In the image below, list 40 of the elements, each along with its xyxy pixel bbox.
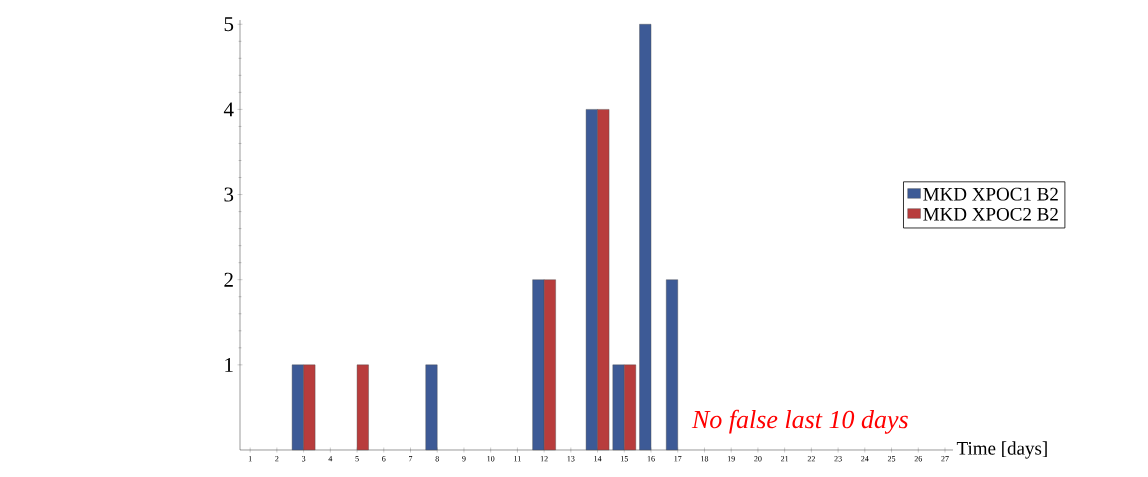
- y-tick-label: 2: [224, 272, 233, 287]
- x-tick-label: 22: [807, 456, 815, 462]
- bar: [639, 24, 652, 451]
- x-axis-title: Time [days]: [956, 441, 1047, 459]
- x-tick-label: 19: [727, 456, 735, 462]
- x-tick-label: 25: [887, 456, 896, 462]
- x-tick-label: 3: [301, 456, 306, 462]
- x-tick-label: 24: [861, 456, 869, 462]
- x-tick-label: 20: [754, 456, 762, 462]
- x-tick-label: 21: [780, 456, 789, 462]
- bar: [666, 279, 678, 451]
- x-tick-label: 5: [355, 456, 359, 462]
- x-tick-label: 2: [275, 456, 279, 462]
- x-tick-label: 14: [594, 456, 602, 462]
- x-tick-label: 8: [435, 456, 439, 462]
- x-tick-label: 4: [328, 456, 333, 462]
- x-tick-label: 9: [462, 456, 466, 462]
- x-tick-label: 10: [487, 456, 495, 462]
- bar: [425, 364, 438, 451]
- x-tick-label: 17: [674, 456, 682, 462]
- x-tick-label: 6: [382, 456, 386, 462]
- x-tick-label: 26: [914, 456, 923, 462]
- x-tick-label: 27: [941, 456, 949, 462]
- x-tick-label: 13: [567, 456, 575, 462]
- x-tick-label: 16: [647, 456, 655, 462]
- y-tick-label: 4: [223, 102, 234, 117]
- x-tick-label: 1: [248, 456, 252, 462]
- bar: [356, 364, 369, 451]
- x-tick-label: 15: [621, 456, 628, 462]
- y-tick-label: 5: [224, 17, 234, 32]
- y-tick-label: 3: [224, 187, 234, 202]
- y-tick-label: 1: [225, 357, 233, 372]
- x-tick-label: 23: [834, 456, 842, 462]
- x-tick-label: 7: [409, 456, 413, 462]
- legend-label: MKD XPOC2 B2: [923, 207, 1058, 221]
- annotation: No false last 10 days: [691, 409, 908, 434]
- x-tick-label: 11: [514, 456, 521, 462]
- x-tick-label: 12: [540, 456, 548, 462]
- legend-label: MKD XPOC1 B2: [923, 187, 1058, 201]
- x-tick-label: 18: [701, 456, 709, 462]
